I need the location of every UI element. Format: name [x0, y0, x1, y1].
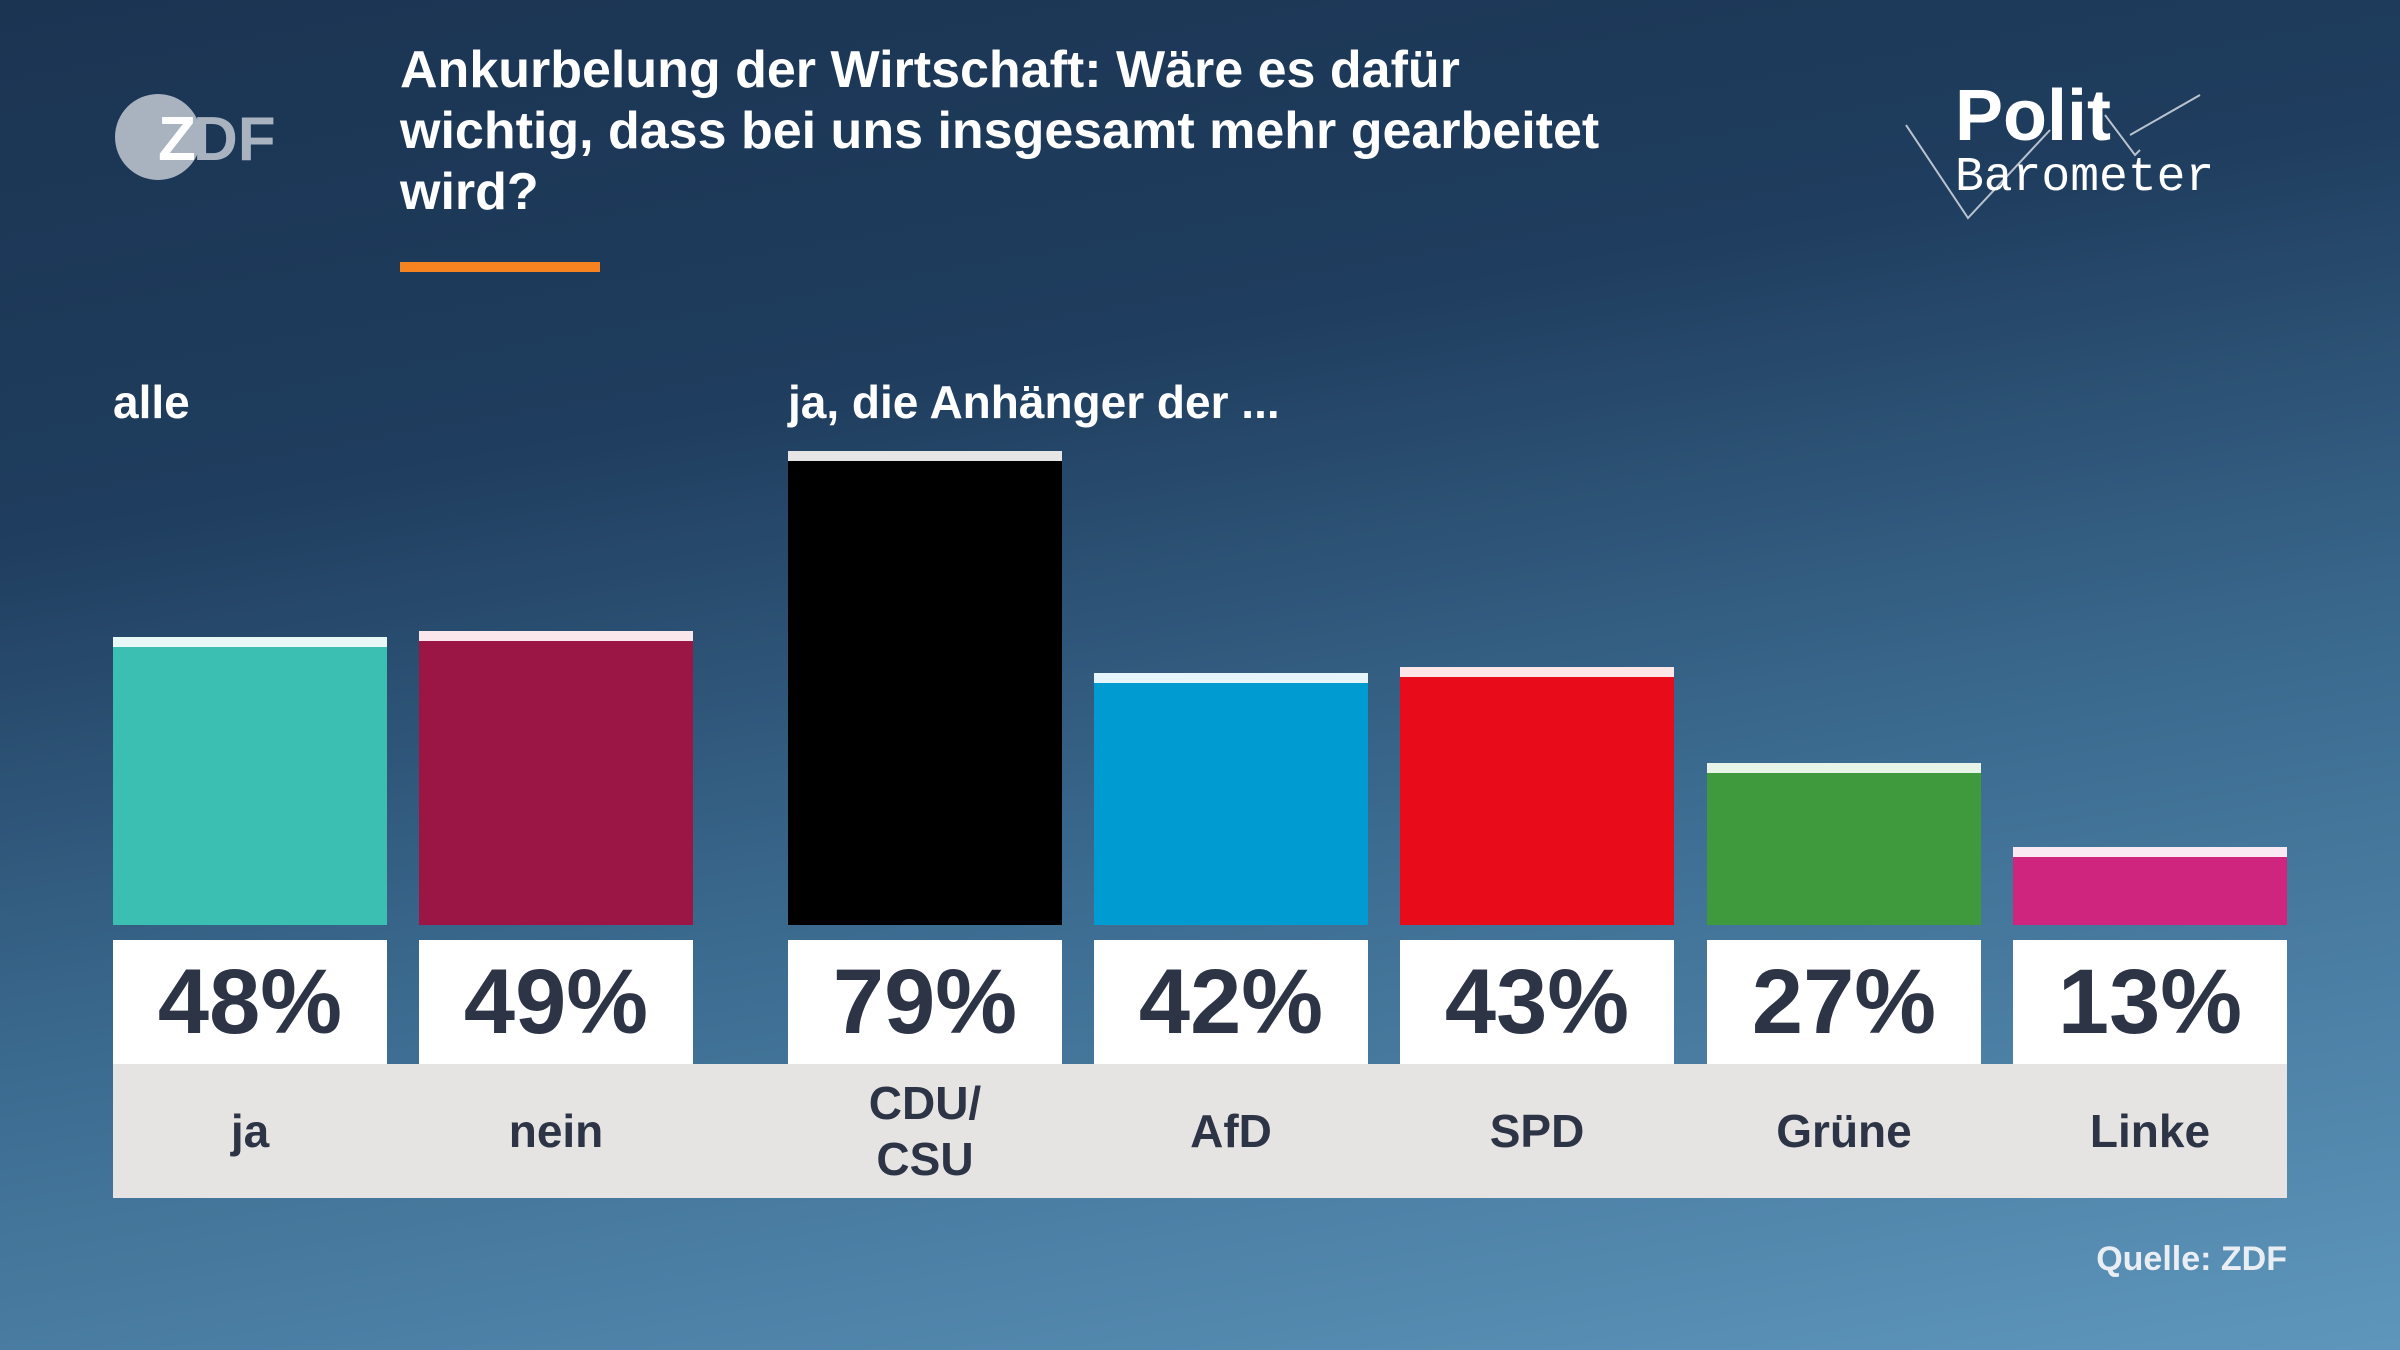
category-label: CDU/ CSU	[868, 1077, 982, 1185]
chart-title: Ankurbelung der Wirtschaft: Wäre es dafü…	[400, 41, 1600, 221]
bar	[1707, 763, 1981, 925]
bar	[1094, 673, 1368, 925]
category-label-band	[113, 1064, 2287, 1198]
bar-cap	[113, 637, 387, 647]
category-label: SPD	[1489, 1105, 1585, 1157]
value-label: 48%	[113, 940, 387, 1064]
bar	[419, 631, 693, 925]
value-label: 43%	[1400, 940, 1674, 1064]
svg-text:Barometer: Barometer	[1955, 151, 2214, 205]
group-label-all: alle	[113, 376, 190, 428]
value-label: 13%	[2013, 940, 2287, 1064]
svg-text:Z: Z	[158, 105, 196, 174]
title-accent-line	[400, 262, 600, 272]
svg-text:DF: DF	[193, 105, 276, 174]
source-note: Quelle: ZDF	[2096, 1240, 2287, 1278]
category-label: Linke	[2089, 1105, 2211, 1157]
category-label: nein	[508, 1105, 604, 1157]
value-label: 27%	[1707, 940, 1981, 1064]
bar-cap	[788, 451, 1062, 461]
bar	[788, 451, 1062, 925]
value-label: 49%	[419, 940, 693, 1064]
value-label: 79%	[788, 940, 1062, 1064]
group-label-supporters: ja, die Anhänger der ...	[788, 376, 1280, 428]
bar-cap	[419, 631, 693, 641]
bar	[113, 637, 387, 925]
svg-text:Polit: Polit	[1955, 76, 2111, 156]
bar	[1400, 667, 1674, 925]
bar	[2013, 847, 2287, 925]
bar-cap	[1400, 667, 1674, 677]
category-label: ja	[230, 1105, 270, 1157]
category-label: AfD	[1190, 1105, 1272, 1157]
bar-cap	[2013, 847, 2287, 857]
value-label: 42%	[1094, 940, 1368, 1064]
zdf-logo: Z DF	[115, 94, 276, 180]
category-label: Grüne	[1776, 1105, 1912, 1157]
bar-cap	[1094, 673, 1368, 683]
bar-cap	[1707, 763, 1981, 773]
politbarometer-logo: Polit Barometer	[1905, 76, 2214, 220]
